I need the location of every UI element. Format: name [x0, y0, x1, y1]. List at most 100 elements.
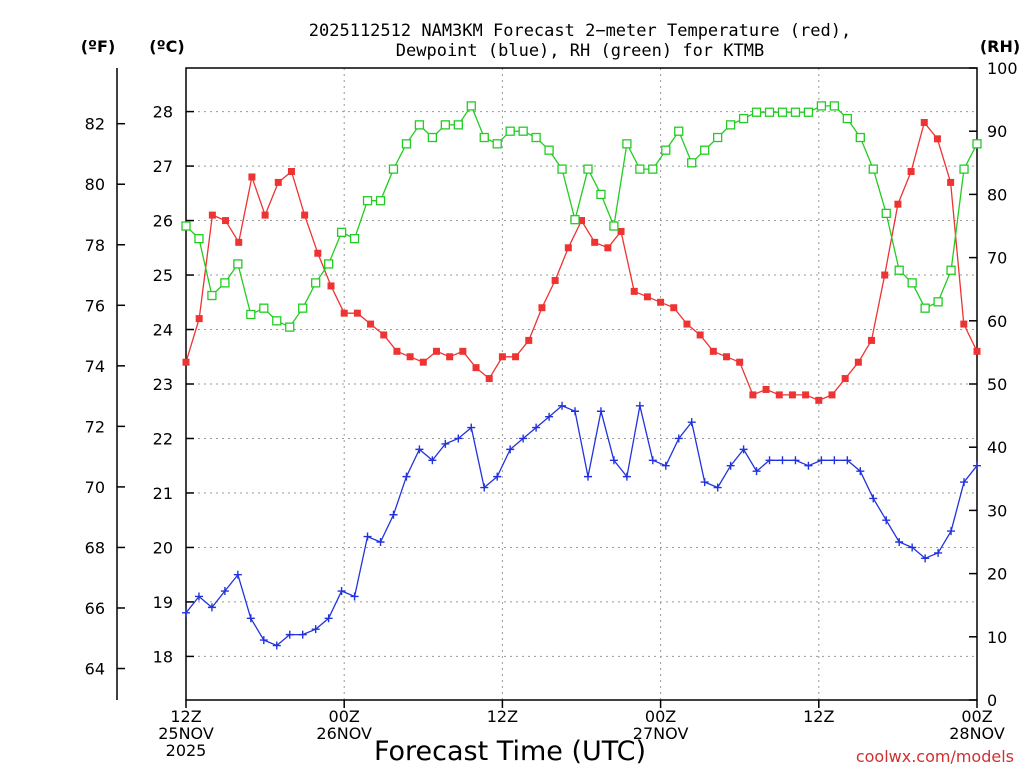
celsius-tick-label-19: 19 [153, 593, 173, 612]
marker-2-1 [194, 233, 204, 244]
rh-tick-label-100: 100 [987, 59, 1018, 78]
marker-2-39 [687, 158, 697, 168]
marker-1-7 [272, 641, 281, 650]
marker-0-29 [564, 244, 572, 252]
fahrenheit-tick-label-80: 80 [85, 175, 105, 194]
marker-0-39 [696, 331, 704, 339]
marker-2-12 [336, 227, 347, 237]
marker-1-43 [739, 445, 748, 454]
marker-2-14 [362, 196, 373, 206]
marker-1-49 [817, 456, 826, 465]
marker-2-60 [959, 164, 969, 174]
series-layer [181, 101, 982, 650]
marker-2-41 [713, 132, 723, 143]
celsius-unit-label: (ºC) [149, 37, 184, 56]
marker-2-4 [233, 259, 243, 269]
marker-2-7 [272, 316, 282, 326]
marker-1-37 [661, 461, 670, 470]
time-tick-label-0-3: 2025 [166, 741, 207, 760]
marker-2-34 [622, 139, 632, 149]
fahrenheit-tick-label-72: 72 [85, 417, 105, 436]
marker-2-54 [881, 208, 891, 219]
marker-2-47 [790, 107, 801, 117]
marker-1-50 [830, 456, 839, 465]
marker-0-48 [815, 396, 823, 404]
marker-1-27 [532, 423, 541, 432]
marker-1-60 [960, 478, 969, 487]
marker-0-22 [472, 364, 480, 372]
chart-title-line1: 2025112512 NAM3KM Forecast 2−meter Tempe… [309, 21, 851, 41]
marker-2-32 [596, 189, 606, 200]
fahrenheit-tick-label-78: 78 [85, 236, 105, 255]
marker-1-21 [454, 434, 463, 443]
marker-1-54 [882, 516, 891, 525]
marker-1-20 [441, 439, 450, 448]
marker-0-42 [736, 358, 744, 366]
marker-0-30 [578, 217, 585, 225]
marker-2-21 [453, 120, 463, 130]
marker-1-61 [973, 461, 981, 470]
celsius-tick-label-22: 22 [153, 429, 173, 448]
marker-0-7 [274, 178, 282, 186]
marker-1-51 [843, 456, 852, 465]
rh-tick-label-0: 0 [987, 691, 997, 710]
marker-0-31 [591, 238, 599, 246]
time-tick-label-48-1: 12Z [803, 707, 834, 726]
marker-1-55 [895, 538, 904, 546]
marker-0-60 [973, 347, 981, 355]
marker-2-51 [842, 113, 852, 124]
marker-0-57 [933, 135, 941, 143]
marker-0-50 [841, 375, 849, 383]
marker-1-18 [415, 445, 424, 454]
series-line-0 [185, 121, 978, 402]
marker-1-40 [700, 478, 709, 487]
marker-0-1 [195, 315, 203, 323]
marker-2-13 [349, 233, 360, 244]
rh-tick-label-20: 20 [987, 565, 1007, 584]
marker-0-58 [947, 178, 955, 186]
series-0 [182, 118, 981, 404]
rh-tick-label-70: 70 [987, 249, 1007, 268]
marker-0-46 [788, 391, 796, 399]
marker-0-41 [723, 353, 731, 361]
marker-0-10 [314, 249, 322, 257]
marker-1-14 [363, 532, 372, 541]
marker-1-30 [571, 407, 580, 416]
marker-2-2 [207, 290, 217, 301]
marker-1-22 [467, 423, 476, 432]
marker-1-29 [558, 401, 567, 410]
marker-2-61 [972, 139, 982, 149]
marker-1-53 [869, 494, 878, 503]
marker-2-16 [388, 164, 399, 174]
marker-1-38 [674, 434, 683, 443]
marker-1-8 [285, 630, 294, 639]
marker-1-32 [596, 407, 605, 416]
celsius-tick-label-25: 25 [153, 266, 173, 285]
marker-0-19 [432, 347, 440, 355]
marker-2-9 [298, 303, 308, 313]
chart-title-line2: Dewpoint (blue), RH (green) for KTMB [396, 41, 764, 61]
marker-1-2 [207, 603, 216, 612]
marker-1-0 [182, 608, 190, 617]
marker-1-3 [220, 587, 229, 596]
marker-2-35 [635, 164, 645, 174]
marker-0-56 [920, 118, 928, 126]
marker-1-31 [583, 472, 592, 481]
marker-2-43 [738, 113, 749, 124]
marker-1-47 [791, 456, 800, 465]
marker-0-43 [749, 391, 757, 399]
marker-0-32 [604, 244, 612, 252]
marker-1-4 [233, 570, 242, 579]
time-tick-label-12-2: 26NOV [316, 724, 372, 743]
credit-text: coolwx.com/models [856, 747, 1014, 766]
time-tick-label-60-2: 28NOV [949, 724, 1005, 743]
marker-2-52 [855, 132, 865, 143]
fahrenheit-tick-label-70: 70 [85, 478, 105, 497]
marker-0-33 [617, 227, 625, 235]
marker-2-27 [531, 132, 541, 143]
marker-0-24 [498, 353, 506, 361]
marker-2-55 [894, 265, 904, 275]
marker-0-26 [525, 336, 533, 344]
celsius-tick-label-27: 27 [153, 157, 173, 176]
